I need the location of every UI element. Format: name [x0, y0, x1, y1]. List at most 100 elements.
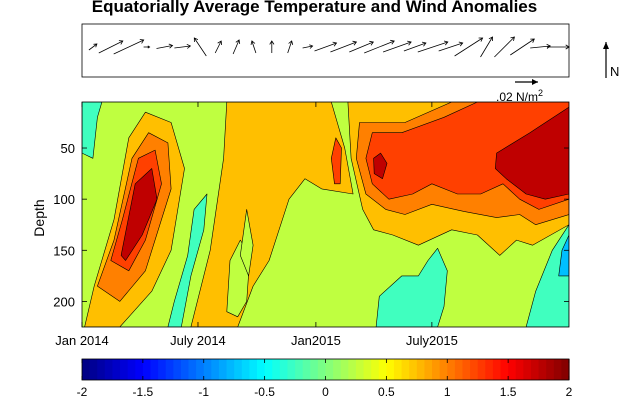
colorbar-cell: [158, 359, 167, 380]
colorbar-cell: [188, 359, 197, 380]
colorbar-cell: [538, 359, 547, 380]
contour-region: [525, 224, 569, 327]
colorbar-cell: [287, 359, 296, 380]
colorbar-cell: [249, 359, 258, 380]
contour-region: [167, 193, 208, 327]
colorbar-cell: [127, 359, 136, 380]
colorbar-cell: [150, 359, 159, 380]
contour-region: [120, 168, 158, 261]
colorbar-tick-label: 0.5: [378, 385, 395, 399]
contour-region: [240, 209, 254, 277]
wind-arrow: [417, 40, 449, 53]
colorbar-cell: [112, 359, 121, 380]
colorbar-cell: [325, 359, 334, 380]
colorbar-cell: [371, 359, 380, 380]
wind-arrow: [403, 41, 427, 52]
colorbar-cell: [302, 359, 311, 380]
colorbar-cell: [310, 359, 319, 380]
colorbar: -2 -1.5 -1 -0.5 0 0.5 1 1.5 2: [77, 358, 573, 399]
wind-arrow: [438, 41, 464, 52]
colorbar-cell: [500, 359, 509, 380]
colorbar-cell: [416, 359, 426, 380]
colorbar-cell: [120, 359, 129, 380]
north-arrow: [603, 42, 609, 78]
colorbar-cell: [135, 359, 144, 380]
colorbar-cell: [272, 359, 281, 380]
colorbar-cell: [492, 359, 502, 380]
wind-panel: .02 N/m2 N: [81, 23, 619, 104]
wind-arrow: [480, 36, 493, 58]
wind-arrow: [494, 36, 515, 58]
colorbar-cell: [211, 359, 220, 380]
colorbar-tick-label: -0.5: [254, 385, 275, 399]
wind-arrow: [364, 39, 395, 54]
wind-panel-frame: [81, 23, 570, 78]
colorbar-cell: [462, 359, 471, 380]
colorbar-cell: [317, 359, 327, 380]
wind-arrow: [250, 40, 257, 54]
colorbar-cell: [257, 359, 266, 380]
y-axis-label: Depth: [31, 199, 47, 236]
wind-arrow: [113, 39, 145, 55]
contour-region: [375, 248, 448, 327]
wind-arrow: [287, 40, 294, 54]
y-tick-label: 100: [53, 192, 75, 207]
scale-arrow: [515, 79, 538, 85]
colorbar-ticks: -2 -1.5 -1 -0.5 0 0.5 1 1.5 2: [77, 359, 573, 399]
wind-arrow: [143, 45, 151, 49]
colorbar-cell: [485, 359, 494, 380]
contour-region: [330, 137, 342, 185]
colorbar-cell: [226, 359, 235, 380]
y-tick-label: 50: [61, 141, 75, 156]
contour-panel: 50 100 150 200 Jan 2014 July 2014 Jan2015 July…: [31, 101, 570, 348]
wind-arrow: [547, 44, 570, 50]
wind-arrow: [214, 40, 222, 54]
colorbar-cell: [196, 359, 205, 380]
x-tick-label: Jan2015: [291, 333, 341, 348]
north-label: N: [610, 64, 619, 79]
colorbar-cell: [401, 359, 410, 380]
colorbar-cell: [561, 359, 570, 380]
wind-arrow: [156, 43, 174, 49]
wind-arrow: [510, 38, 535, 56]
colorbar-cell: [355, 359, 365, 380]
colorbar-cell: [409, 359, 418, 380]
colorbar-cell: [340, 359, 349, 380]
colorbar-cell: [142, 359, 152, 380]
contour-frame: [81, 101, 570, 328]
wind-arrow: [174, 43, 192, 49]
contour-region: [82, 102, 103, 159]
contour-region: [558, 234, 569, 277]
x-tick-label: July 2014: [170, 333, 226, 348]
wind-arrow: [454, 37, 484, 57]
contour-region: [494, 106, 569, 200]
wind-arrow: [88, 43, 98, 51]
colorbar-cell: [363, 359, 372, 380]
colorbar-cell: [546, 359, 555, 380]
wind-arrow: [98, 40, 124, 54]
colorbar-cell: [508, 359, 517, 380]
colorbar-cell: [241, 359, 251, 380]
colorbar-cell: [393, 359, 403, 380]
colorbar-tick-label: 1: [444, 385, 451, 399]
colorbar-cell: [378, 359, 387, 380]
colorbar-cell: [82, 359, 91, 380]
wind-arrow: [269, 40, 275, 53]
colorbar-cell: [432, 359, 441, 380]
colorbar-cell: [470, 359, 479, 380]
colorbar-cell: [295, 359, 304, 380]
wind-arrow: [193, 37, 207, 57]
colorbar-cell: [439, 359, 448, 380]
wind-arrow: [330, 40, 358, 53]
y-axis-ticks: 50 100 150 200: [53, 141, 569, 309]
colorbar-cell: [218, 359, 228, 380]
colorbar-cell: [553, 359, 562, 380]
contour-regions: [82, 102, 569, 327]
wind-arrow: [530, 43, 551, 49]
colorbar-tick-label: 2: [566, 385, 573, 399]
colorbar-cells: [82, 359, 570, 380]
colorbar-cell: [424, 359, 433, 380]
colorbar-cell: [333, 359, 342, 380]
y-tick-label: 200: [53, 294, 75, 309]
